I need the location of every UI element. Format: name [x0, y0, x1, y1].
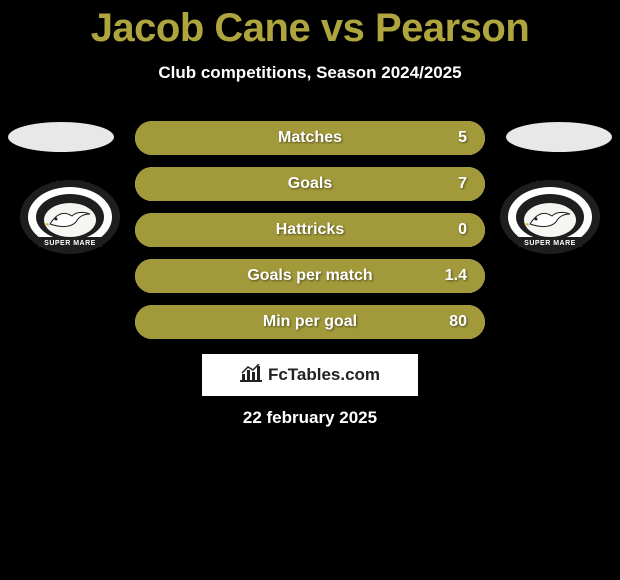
stat-label: Hattricks [276, 221, 344, 239]
stat-row: Goals 7 [135, 164, 485, 204]
stat-row: Min per goal 80 [135, 302, 485, 342]
brand-text: FcTables.com [268, 365, 380, 385]
stat-row: Goals per match 1.4 [135, 256, 485, 296]
stat-value: 7 [458, 175, 467, 193]
stat-label: Matches [278, 129, 342, 147]
stat-value: 5 [458, 129, 467, 147]
stat-row: Matches 5 [135, 118, 485, 158]
stat-label: Goals per match [247, 267, 372, 285]
stat-value: 0 [458, 221, 467, 239]
page-subtitle: Club competitions, Season 2024/2025 [0, 63, 620, 83]
stat-value: 80 [449, 313, 467, 331]
page-title: Jacob Cane vs Pearson [0, 0, 620, 51]
date-text: 22 february 2025 [0, 408, 620, 428]
chart-icon [240, 364, 262, 387]
brand-box: FcTables.com [202, 354, 418, 396]
stat-value: 1.4 [445, 267, 467, 285]
stat-label: Goals [288, 175, 332, 193]
stat-label: Min per goal [263, 313, 357, 331]
stats-container: Matches 5 Goals 7 Hattricks 0 Goals per match 1… [0, 118, 620, 348]
stat-row: Hattricks 0 [135, 210, 485, 250]
